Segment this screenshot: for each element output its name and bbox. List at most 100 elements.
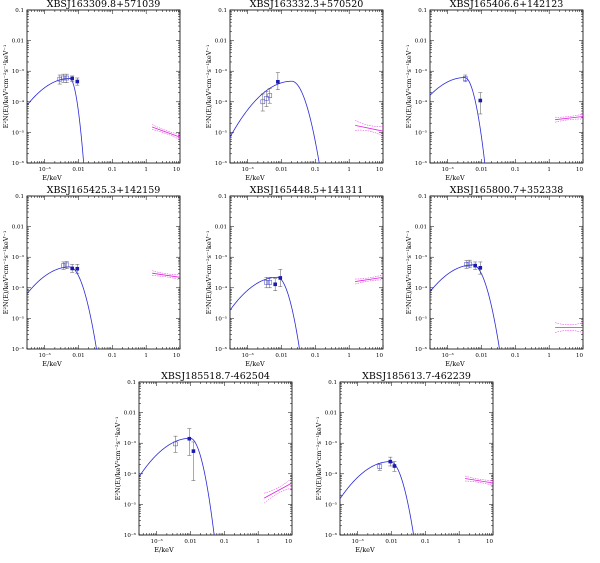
y-tick-label: 10⁻³ <box>12 254 24 261</box>
xray-bowtie-upper <box>555 113 584 118</box>
y-tick-label: 0.1 <box>418 194 427 200</box>
y-tick-label: 10⁻³ <box>415 68 427 75</box>
x-tick-label: 10⁻³ <box>442 166 454 173</box>
y-tick-label: 10⁻⁶ <box>124 532 137 539</box>
y-tick-label: 0.01 <box>12 39 24 45</box>
y-tick-label: 10⁻⁴ <box>12 285 25 292</box>
xray-bowtie-upper <box>555 322 584 326</box>
panel-title: XBSJ163332.3+570520 <box>250 0 364 10</box>
plot-frame <box>26 195 181 350</box>
y-tick-label: 0.01 <box>325 411 337 417</box>
panel-title: XBSJ185613.7-462239 <box>362 371 471 382</box>
y-tick-label: 10⁻⁴ <box>124 471 137 478</box>
panel-title: XBSJ165406.6+142123 <box>450 0 564 10</box>
x-tick-label: 10⁻³ <box>352 538 364 545</box>
data-point <box>70 266 74 271</box>
plot-frame <box>229 195 384 350</box>
x-tick-label: 0.1 <box>311 353 320 359</box>
sed-panel: XBSJ165406.6+142123 10⁻³ 0.01 0.1 1 10 0.1 0.01… <box>405 0 583 182</box>
x-tick-label: 1 <box>547 353 551 359</box>
xray-bowtie-upper <box>355 274 384 280</box>
y-tick-label: 10⁻⁶ <box>415 160 428 167</box>
data-point <box>276 80 280 84</box>
data-point <box>64 262 70 268</box>
panel-title: XBSJ163309.8+571039 <box>47 0 161 10</box>
y-tick-label: 10⁻⁴ <box>415 99 428 106</box>
y-tick-label: 10⁻⁵ <box>215 129 227 136</box>
model-curve <box>27 78 85 163</box>
data-point <box>467 261 473 267</box>
x-tick-label: 10⁻³ <box>39 166 51 173</box>
x-tick-label: 0.1 <box>108 353 117 359</box>
xray-powerlaw <box>152 272 181 278</box>
x-tick-label: 1 <box>457 539 461 545</box>
panel-title: XBSJ165448.5+141311 <box>250 185 364 196</box>
y-tick-label: 0.01 <box>215 225 227 231</box>
sed-panel: XBSJ165800.7+352338 10⁻³ 0.01 0.1 1 10 0.1 0.01… <box>405 185 583 368</box>
x-tick-label: 1 <box>547 167 551 173</box>
model-curve <box>230 276 300 349</box>
y-axis-label: E²N(E)/keV²cm⁻²s⁻¹keV⁻¹ <box>205 44 213 128</box>
y-tick-label: 10⁻⁵ <box>415 315 427 322</box>
y-tick-label: 10⁻³ <box>124 440 136 447</box>
data-point <box>173 441 178 447</box>
y-tick-label: 10⁻⁶ <box>325 532 338 539</box>
xray-bowtie-lower <box>152 129 181 140</box>
x-tick-label: 0.01 <box>475 353 487 359</box>
y-tick-label: 10⁻⁵ <box>415 129 427 136</box>
y-tick-label: 10⁻³ <box>415 254 427 261</box>
plot-frame <box>429 9 584 164</box>
plot-frame <box>26 9 181 164</box>
xray-bowtie-lower <box>152 275 181 281</box>
x-axis-label: E/keV <box>42 174 62 182</box>
y-axis-label: E²N(E)/keV²cm⁻²s⁻¹keV⁻¹ <box>405 44 413 128</box>
y-axis-label: E²N(E)/keV²cm⁻²s⁻¹keV⁻¹ <box>2 44 10 128</box>
y-tick-label: 0.01 <box>215 39 227 45</box>
x-tick-label: 0.1 <box>511 167 520 173</box>
y-tick-label: 10⁻⁵ <box>12 315 24 322</box>
model-curve <box>430 264 500 349</box>
y-tick-label: 0.1 <box>328 380 337 386</box>
y-tick-label: 10⁻³ <box>325 440 337 447</box>
data-point <box>267 280 273 285</box>
sed-panel: XBSJ165448.5+141311 10⁻³ 0.01 0.1 1 10 0.1 0.01… <box>205 185 383 368</box>
x-tick-label: 10 <box>376 353 383 359</box>
y-tick-label: 10⁻⁴ <box>325 471 338 478</box>
sed-panel: XBSJ163309.8+571039 10⁻³ 0.01 0.1 1 10 0.1 0.01… <box>2 0 180 182</box>
model-curve <box>340 461 415 535</box>
data-point <box>187 436 192 441</box>
y-tick-label: 0.1 <box>127 380 136 386</box>
x-tick-label: 1 <box>144 167 148 173</box>
x-tick-label: 0.01 <box>275 353 287 359</box>
x-axis-label: E/keV <box>154 546 174 554</box>
data-point <box>267 93 273 98</box>
y-tick-label: 10⁻⁴ <box>12 99 25 106</box>
x-tick-label: 10⁻³ <box>39 352 51 359</box>
x-tick-label: 0.1 <box>220 539 229 545</box>
x-tick-label: 0.1 <box>421 539 430 545</box>
x-tick-label: 0.01 <box>72 167 84 173</box>
x-axis-label: E/keV <box>245 174 265 182</box>
data-point <box>264 96 269 101</box>
y-tick-label: 0.1 <box>218 194 227 200</box>
y-tick-label: 10⁻⁵ <box>215 315 227 322</box>
plot-frame <box>138 381 293 536</box>
data-point <box>75 79 80 84</box>
plot-frame <box>339 381 494 536</box>
x-axis-label: E/keV <box>245 360 265 368</box>
data-point <box>388 459 393 464</box>
y-axis-label: E²N(E)/keV²cm⁻²s⁻¹keV⁻¹ <box>2 230 10 314</box>
x-tick-label: 0.01 <box>184 539 196 545</box>
x-tick-label: 10 <box>173 353 180 359</box>
x-tick-label: 1 <box>347 353 351 359</box>
panel-title: XBSJ165800.7+352338 <box>450 185 564 196</box>
xray-powerlaw <box>465 478 494 484</box>
y-tick-label: 10⁻⁶ <box>215 160 228 167</box>
sed-panel: XBSJ185518.7-462504 10⁻³ 0.01 0.1 1 10 0.1 0.01… <box>114 371 292 554</box>
xray-bowtie-upper <box>152 124 181 135</box>
xray-bowtie-lower <box>355 129 384 137</box>
data-point <box>377 464 383 469</box>
data-point <box>61 263 66 268</box>
x-tick-label: 10⁻³ <box>242 166 254 173</box>
